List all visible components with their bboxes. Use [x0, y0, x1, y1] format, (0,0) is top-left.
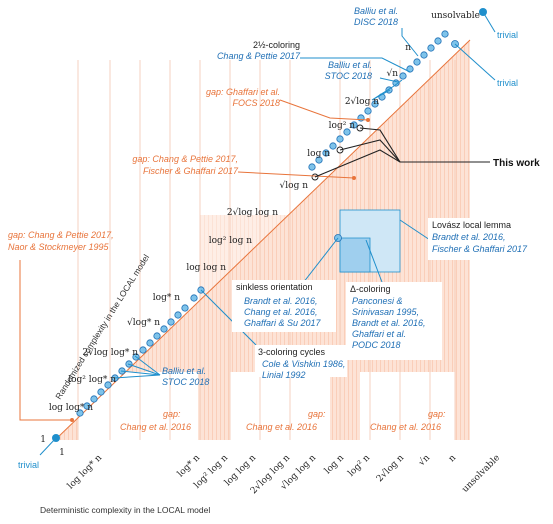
gap-white-bottom-left — [78, 372, 198, 440]
balliu-stoc-bot-line2: STOC 2018 — [162, 377, 209, 387]
sinkless-line2: Brandt et al. 2016, — [244, 296, 318, 306]
sinkless-line3: Chang et al. 2016, — [244, 307, 318, 317]
balliu-disc-line1: Balliu et al. — [354, 6, 398, 16]
ytick-loglog: log log n — [186, 263, 226, 273]
two-half-coloring-line2: Chang & Pettie 2017 — [217, 51, 301, 61]
xtick-unsolvable: unsolvable — [460, 453, 502, 495]
xtick-2sqrtlog: 2√log n — [374, 452, 406, 484]
gap-bl-line2: Chang et al. 2016 — [120, 422, 191, 432]
gap-br-line1: gap: — [428, 409, 446, 419]
lovasz-line3: Fischer & Ghaffari 2017 — [432, 244, 528, 254]
gap-ghaffari-line1: gap: Ghaffari et al. — [206, 87, 280, 97]
delta-line3: Srinivasan 1995, — [352, 307, 419, 317]
gap-chang-line1: gap: Chang & Pettie 2017, — [132, 154, 238, 164]
two-half-coloring-line1: 2½-coloring — [253, 40, 300, 50]
gap-naor-line1: gap: Chang & Pettie 2017, — [8, 230, 114, 240]
sinkless-line4: Ghaffari & Su 2017 — [244, 318, 322, 328]
ytick-2sqrtloglogstar: 2√log log* n — [82, 347, 138, 358]
ytick-unsolvable: unsolvable — [431, 11, 480, 21]
delta-box — [346, 282, 442, 360]
trivial-bottom-label: trivial — [18, 460, 39, 470]
three-col-line2: Cole & Vishkin 1986, — [262, 359, 345, 369]
three-col-line1: 3-coloring cycles — [258, 347, 326, 357]
xtick-sqrtn: √n — [416, 452, 432, 468]
x-axis-title: Deterministic complexity in the LOCAL mo… — [40, 505, 210, 515]
ytick-2sqrtloglog: 2√log log n — [227, 207, 278, 218]
ytick-logstar: log* n — [153, 293, 180, 303]
gap-white-bottom-mid — [230, 372, 330, 440]
delta-line5: Ghaffari et al. — [352, 329, 406, 339]
ytick-log2loglogstar: log² log* n — [68, 375, 116, 385]
xtick-logstar: log* n — [176, 453, 202, 479]
delta-line1: Δ-coloring — [350, 284, 391, 294]
gap-ghaffari-line2: FOCS 2018 — [232, 98, 280, 108]
this-work-leaders — [314, 127, 490, 178]
ytick-sqrt-n: √n — [386, 68, 398, 79]
lovasz-box — [428, 218, 533, 260]
orange-leaders — [19, 99, 370, 422]
balliu-stoc-top-line2: STOC 2018 — [325, 71, 372, 81]
ytick-sqrtlogstar: √log* n — [127, 317, 160, 328]
gap-white-bottom-right — [360, 372, 455, 440]
xtick-log2n: log² n — [346, 453, 372, 479]
delta-line6: PODC 2018 — [352, 340, 401, 350]
xtick-loglogstar: log log* n — [66, 453, 104, 491]
ytick-n: n — [405, 43, 411, 53]
balliu-stoc-top-line1: Balliu et al. — [328, 60, 372, 70]
sinkless-box — [232, 280, 336, 332]
ytick-logn: log n — [307, 149, 330, 159]
xtick-loglog: log log n — [223, 453, 258, 488]
delta-line4: Brandt et al. 2016, — [352, 318, 426, 328]
this-work-label: This work — [493, 158, 540, 169]
xtick-n: n — [447, 453, 458, 464]
xtick-logn: log n — [323, 453, 346, 476]
x-ticks: 1 log log* n log* n log² log n log log n… — [59, 448, 502, 496]
sinkless-line1: sinkless orientation — [236, 282, 313, 292]
ytick-2sqrtlog: 2√log n — [345, 96, 379, 107]
gap-br-line2: Chang et al. 2016 — [370, 422, 441, 432]
gap-naor-line2: Naor & Stockmeyer 1995 — [8, 242, 110, 252]
ytick-loglogstar: log log* n — [49, 403, 93, 413]
ytick-1: 1 — [40, 435, 46, 445]
blue-leaders — [39, 11, 496, 456]
gap-chang-line2: Fischer & Ghaffari 2017 — [143, 166, 239, 176]
ytick-sqrtlog: √log n — [280, 180, 309, 191]
three-col-line3: Linial 1992 — [262, 370, 306, 380]
trivial-mid-label: trivial — [497, 78, 518, 88]
delta-region — [339, 237, 371, 273]
lovasz-line2: Brandt et al. 2016, — [432, 232, 506, 242]
gap-bl-line1: gap: — [163, 409, 181, 419]
lovasz-line1: Lovász local lemma — [432, 220, 511, 230]
xtick-1: 1 — [59, 448, 65, 458]
gap-bm-line1: gap: — [308, 409, 326, 419]
balliu-stoc-bot-line1: Balliu et al. — [162, 366, 206, 376]
y-ticks: unsolvable n √n 2√log n log² n log n √lo… — [40, 11, 480, 445]
gap-bm-line2: Chang et al. 2016 — [246, 422, 317, 432]
delta-line2: Panconesi & — [352, 296, 403, 306]
three-col-box — [255, 345, 347, 377]
ytick-log2loglog: log² log n — [209, 236, 252, 246]
ytick-log2n: log² n — [329, 121, 356, 131]
trivial-top-label: trivial — [497, 30, 518, 40]
balliu-disc-line2: DISC 2018 — [354, 17, 398, 27]
